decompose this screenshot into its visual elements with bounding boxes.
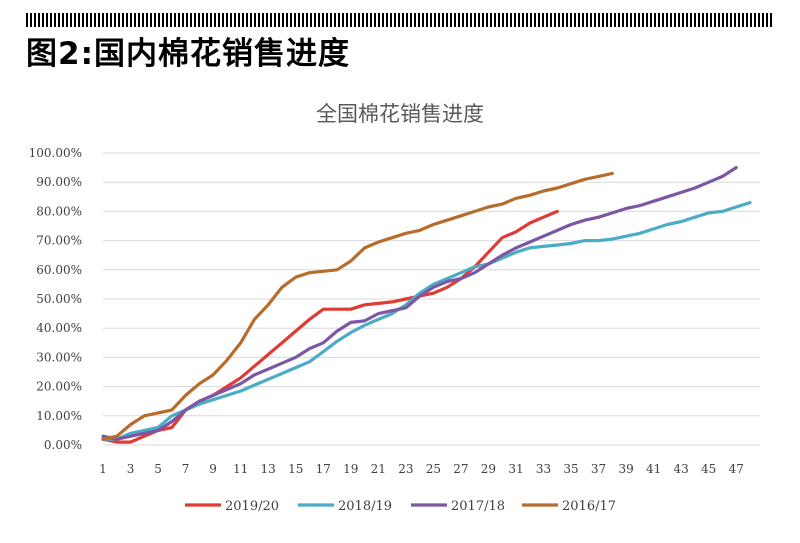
x-tick-label: 9 [209,462,217,476]
x-tick-label: 21 [371,462,386,476]
x-tick-label: 45 [701,462,716,476]
x-tick-label: 27 [453,462,468,476]
y-tick-label: 80.00% [36,204,82,218]
x-tick-label: 33 [536,462,551,476]
series-line-2016-17 [101,171,614,441]
series-line-2019-20 [101,209,559,444]
header-hatch-bar [26,13,772,27]
page-title: 图2:国内棉花销售进度 [26,36,350,72]
chart-title: 全国棉花销售进度 [316,102,484,126]
x-tick-label: 19 [343,462,358,476]
series-lines [101,166,752,444]
legend-label: 2016/17 [562,499,616,514]
x-tick-label: 1 [99,462,107,476]
x-tick-label: 29 [481,462,496,476]
x-tick-label: 25 [426,462,441,476]
y-tick-label: 70.00% [36,234,82,248]
series-line-2017-18 [101,166,738,441]
x-tick-label: 15 [288,462,303,476]
y-tick-label: 20.00% [36,380,82,394]
legend-label: 2019/20 [225,499,279,514]
x-tick-label: 31 [508,462,523,476]
x-tick-label: 5 [154,462,162,476]
gridlines [103,152,760,446]
x-tick-label: 35 [563,462,578,476]
legend: 2019/20 2018/19 2017/18 2016/17 [185,499,616,514]
y-tick-label: 40.00% [36,321,82,335]
x-tick-label: 39 [618,462,633,476]
y-tick-label: 60.00% [36,263,82,277]
y-tick-label: 30.00% [36,350,82,364]
y-tick-label: 100.00% [29,146,82,160]
y-tick-label: 50.00% [36,292,82,306]
series-line-2018-19 [101,201,752,441]
x-tick-label: 43 [674,462,689,476]
x-tick-label: 47 [729,462,744,476]
y-axis-ticks: 0.00% 10.00% 20.00% 30.00% 40.00% 50.00% 60.00… [29,146,82,452]
x-tick-label: 11 [233,462,248,476]
x-tick-label: 13 [261,462,276,476]
x-tick-label: 17 [316,462,331,476]
x-axis-ticks: 1 3 5 7 9 11 13 15 17 19 21 23 25 27 29 31 33 35 37 39 41 43 4… [99,462,744,476]
x-tick-label: 23 [398,462,413,476]
x-tick-label: 37 [591,462,606,476]
x-tick-label: 7 [182,462,190,476]
x-tick-label: 41 [646,462,661,476]
x-tick-label: 3 [127,462,135,476]
y-tick-label: 90.00% [36,175,82,189]
legend-label: 2018/19 [338,499,392,514]
legend-label: 2017/18 [451,499,505,514]
y-tick-label: 0.00% [44,438,82,452]
y-tick-label: 10.00% [36,409,82,423]
